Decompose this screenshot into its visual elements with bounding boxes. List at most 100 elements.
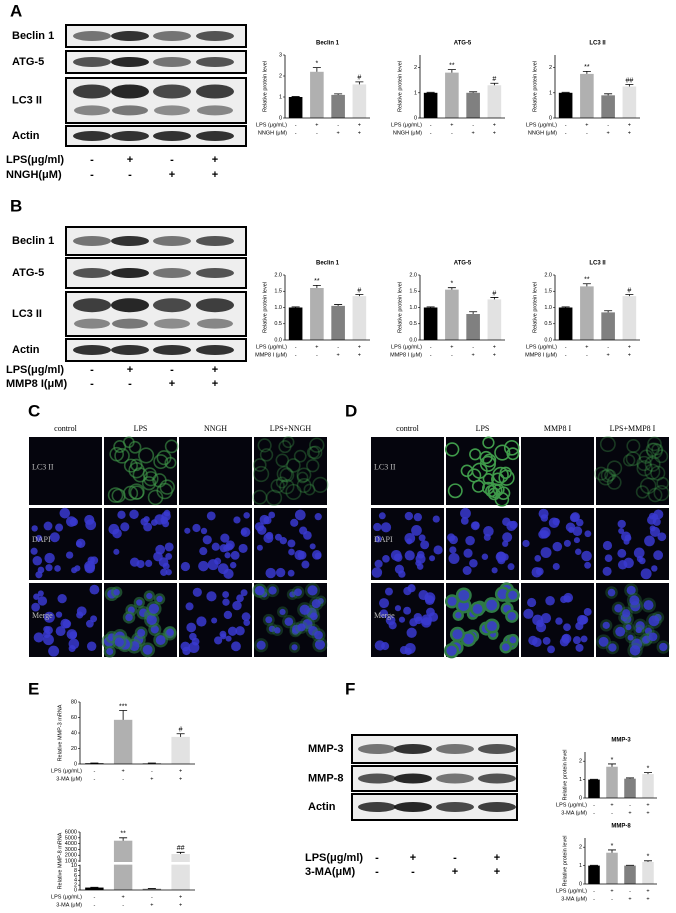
nucleus [75, 540, 83, 547]
cell [606, 475, 622, 490]
y-tick-label: 0 [414, 115, 417, 121]
cell [654, 449, 669, 464]
nucleus [507, 611, 517, 621]
axis [584, 838, 657, 885]
error-bar [426, 306, 435, 308]
nucleus [539, 527, 551, 538]
cell [599, 436, 616, 453]
blot-band [111, 236, 149, 246]
cell [625, 451, 641, 467]
condition-sign: + [450, 344, 453, 350]
micro-image [29, 437, 102, 505]
condition-sign: + [646, 810, 649, 816]
nucleus [598, 636, 609, 647]
nucleus [55, 523, 64, 532]
nucleus [561, 633, 572, 644]
nucleus [155, 635, 166, 645]
bar [445, 72, 459, 118]
y-tick-label: 2 [579, 759, 582, 765]
condition-sign: + [610, 888, 613, 894]
cell [253, 465, 270, 483]
condition-label: NNGH(μM) [6, 169, 62, 181]
nucleus [108, 523, 120, 535]
nucleus [192, 587, 202, 597]
nucleus [202, 535, 212, 545]
nucleus [66, 629, 78, 640]
bar [580, 73, 594, 118]
bar [85, 887, 104, 890]
significance-label: # [357, 287, 361, 294]
y-tick-label: 20 [71, 746, 77, 752]
axis [79, 832, 195, 891]
bar [588, 779, 600, 798]
nucleus [303, 531, 312, 540]
y-tick-label: 0.0 [409, 337, 417, 343]
nucleus [120, 522, 130, 532]
nucleus [534, 555, 542, 562]
condition-sign: + [610, 802, 613, 808]
condition-sign: - [472, 344, 474, 350]
nucleus [644, 627, 652, 635]
nucleus [380, 522, 392, 533]
significance-label: ** [314, 278, 320, 285]
cell [482, 473, 495, 485]
nucleus [602, 566, 612, 576]
nucleus [497, 556, 506, 565]
bar [423, 92, 438, 118]
cell [647, 487, 663, 503]
condition-label: LPS(μg/ml) [6, 364, 64, 376]
nucleus [649, 525, 656, 532]
nucleus [230, 550, 240, 560]
cell [293, 449, 307, 463]
y-axis-label: Relative protein level [562, 749, 568, 800]
y-axis-label: Relative MMP-8 mRNA [57, 832, 63, 889]
nucleus [165, 569, 172, 576]
micro-image [521, 437, 594, 505]
nucleus [290, 518, 299, 527]
bar [558, 92, 573, 118]
condition-sign: - [453, 852, 457, 864]
bar [606, 766, 618, 798]
nucleus [256, 640, 266, 650]
condition-sign: + [410, 852, 416, 864]
bar [445, 289, 459, 340]
micro-column-label: NNGH [204, 424, 227, 433]
bar [310, 288, 324, 340]
condition-sign: - [295, 122, 297, 128]
condition-sign: - [128, 169, 132, 181]
error-bar [625, 84, 634, 87]
condition-sign: + [607, 352, 610, 358]
nucleus [579, 615, 589, 625]
nucleus [314, 630, 323, 640]
condition-label: LPS(μg/ml) [305, 852, 363, 864]
nucleus [416, 563, 424, 570]
nucleus [254, 522, 265, 532]
condition-sign: - [607, 122, 609, 128]
y-axis-label: Relative protein level [397, 282, 403, 333]
panel-label: D [345, 401, 357, 420]
y-tick-label: 60 [71, 715, 77, 721]
bar [624, 865, 636, 884]
cell [635, 485, 650, 499]
nucleus [509, 520, 518, 529]
nucleus [68, 645, 76, 653]
y-axis-label: Relative protein level [262, 282, 268, 333]
nucleus [268, 511, 276, 519]
cell [606, 460, 623, 476]
nucleus [522, 539, 530, 548]
condition-label: MMP8 I (μM) [390, 352, 422, 358]
nucleus [165, 552, 173, 560]
condition-sign: - [565, 122, 567, 128]
nucleus [301, 560, 310, 569]
nucleus [222, 591, 230, 598]
nucleus [279, 608, 286, 615]
significance-label: *** [119, 703, 127, 710]
nucleus [37, 596, 48, 606]
y-axis-label: Relative protein level [397, 61, 403, 112]
nucleus [85, 519, 97, 531]
condition-sign: + [494, 866, 500, 878]
condition-sign: - [472, 122, 474, 128]
nucleus [274, 627, 281, 634]
nucleus [617, 548, 627, 558]
y-tick-label: 1.5 [409, 289, 417, 295]
